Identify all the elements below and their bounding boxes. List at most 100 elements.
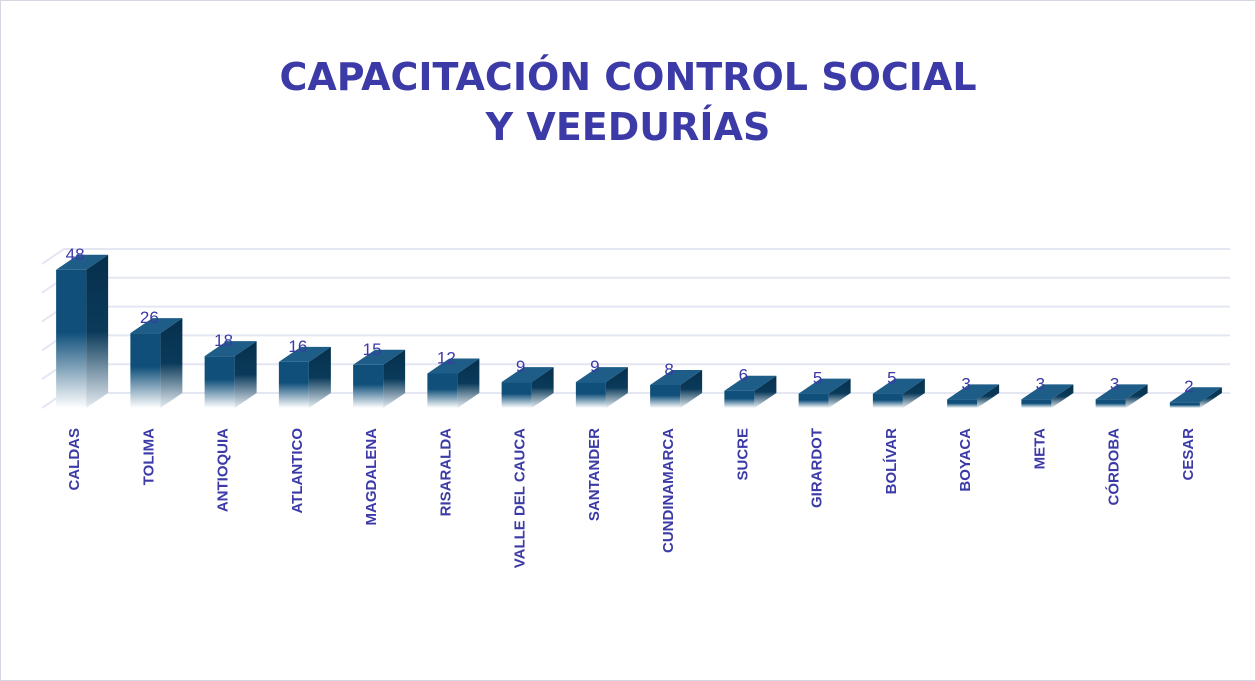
x-tick-label: SANTANDER: [586, 428, 603, 521]
data-label: 3: [1110, 374, 1119, 393]
bar: [650, 369, 703, 408]
bar-face: [1199, 387, 1222, 408]
x-tick-label: TOLIMA: [140, 428, 157, 485]
bar-face: [427, 373, 458, 408]
bar-face: [1125, 384, 1148, 408]
bar: [278, 346, 331, 408]
bar-face: [1051, 384, 1074, 408]
bar-face: [680, 369, 703, 408]
chart-title: Y VEEDURÍAS: [485, 105, 771, 149]
chart-title: CAPACITACIÓN CONTROL SOCIAL: [279, 55, 976, 99]
bar-face: [234, 341, 257, 408]
data-label: 9: [590, 357, 599, 376]
data-label: 9: [516, 357, 525, 376]
bar: [798, 378, 851, 408]
bar-face: [650, 369, 703, 385]
bar-face: [204, 341, 257, 357]
bar-face: [308, 346, 331, 408]
bar-face: [427, 358, 480, 374]
bar-face: [1169, 387, 1222, 403]
bar: [353, 349, 406, 408]
bar-face: [457, 358, 480, 408]
bar: [1021, 384, 1074, 408]
bar-face: [501, 367, 554, 383]
bar-face: [130, 333, 161, 408]
bar-face: [130, 318, 183, 334]
bar-face: [650, 384, 681, 408]
bar-face: [1021, 399, 1052, 408]
bar: [1095, 384, 1148, 408]
bar-face: [575, 367, 628, 383]
data-label: 16: [288, 337, 307, 356]
bar: [56, 254, 109, 408]
bar: [204, 341, 257, 408]
x-tick-label: MAGDALENA: [363, 428, 380, 526]
bar-face: [1095, 399, 1126, 408]
data-label: 15: [363, 340, 382, 359]
x-tick-label: CESAR: [1180, 428, 1197, 481]
x-tick-label: BOYACA: [957, 428, 974, 492]
data-label: 5: [813, 369, 822, 388]
bar-face: [828, 378, 851, 408]
bar-face: [383, 349, 406, 408]
bar: [724, 375, 777, 408]
x-tick-label: CALDAS: [66, 428, 83, 491]
data-label: 48: [66, 245, 85, 264]
bar-face: [278, 346, 331, 362]
bar: [947, 384, 1000, 408]
data-label: 2: [1184, 377, 1193, 396]
bar-face: [501, 382, 532, 408]
data-label: 12: [437, 348, 456, 367]
x-tick-label: CUNDINAMARCA: [660, 428, 677, 553]
bar: [501, 367, 554, 408]
bar: [427, 358, 480, 408]
bar-face: [798, 378, 851, 394]
bar-face: [204, 356, 235, 408]
x-tick-label: BOLÍVAR: [883, 428, 900, 495]
bar-face: [872, 393, 903, 408]
bar-face: [1021, 384, 1074, 400]
bar-face: [56, 254, 109, 270]
x-tick-label: GIRARDOT: [809, 428, 826, 508]
bar-face: [278, 361, 309, 408]
bar-face: [160, 318, 183, 408]
x-tick-label: RISARALDA: [437, 428, 454, 516]
bar-face: [902, 378, 925, 408]
bar: [130, 318, 183, 408]
bar-face: [724, 390, 755, 408]
data-label: 18: [214, 331, 233, 350]
x-tick-label: SUCRE: [734, 428, 751, 481]
bar-face: [947, 384, 1000, 400]
bar: [872, 378, 925, 408]
bar-face: [754, 375, 777, 408]
bar: [1169, 387, 1222, 408]
x-tick-label: VALLE DEL CAUCA: [512, 428, 529, 568]
bar-face: [86, 254, 109, 408]
bar-face: [353, 349, 406, 365]
bar-face: [56, 269, 87, 408]
bar-face: [605, 367, 628, 408]
bar-face: [1095, 384, 1148, 400]
data-label: 5: [887, 369, 896, 388]
bar-face: [353, 364, 384, 408]
data-label: 6: [739, 366, 748, 385]
grid-line: [41, 248, 1230, 265]
bar-face: [872, 378, 925, 394]
data-label: 26: [140, 308, 159, 327]
x-tick-label: ATLANTICO: [289, 428, 306, 514]
data-label: 3: [1036, 374, 1045, 393]
data-label: 3: [961, 374, 970, 393]
bar-face: [947, 399, 978, 408]
x-tick-label: CÓRDOBA: [1105, 428, 1123, 506]
bar: [575, 367, 628, 408]
bar-face: [575, 382, 606, 408]
x-tick-label: META: [1031, 428, 1048, 470]
x-tick-label: ANTIOQUIA: [215, 428, 232, 512]
bar-face: [1169, 402, 1200, 408]
bar-face: [724, 375, 777, 391]
bar-face: [531, 367, 554, 408]
bar-face: [798, 393, 829, 408]
data-label: 8: [664, 360, 673, 379]
